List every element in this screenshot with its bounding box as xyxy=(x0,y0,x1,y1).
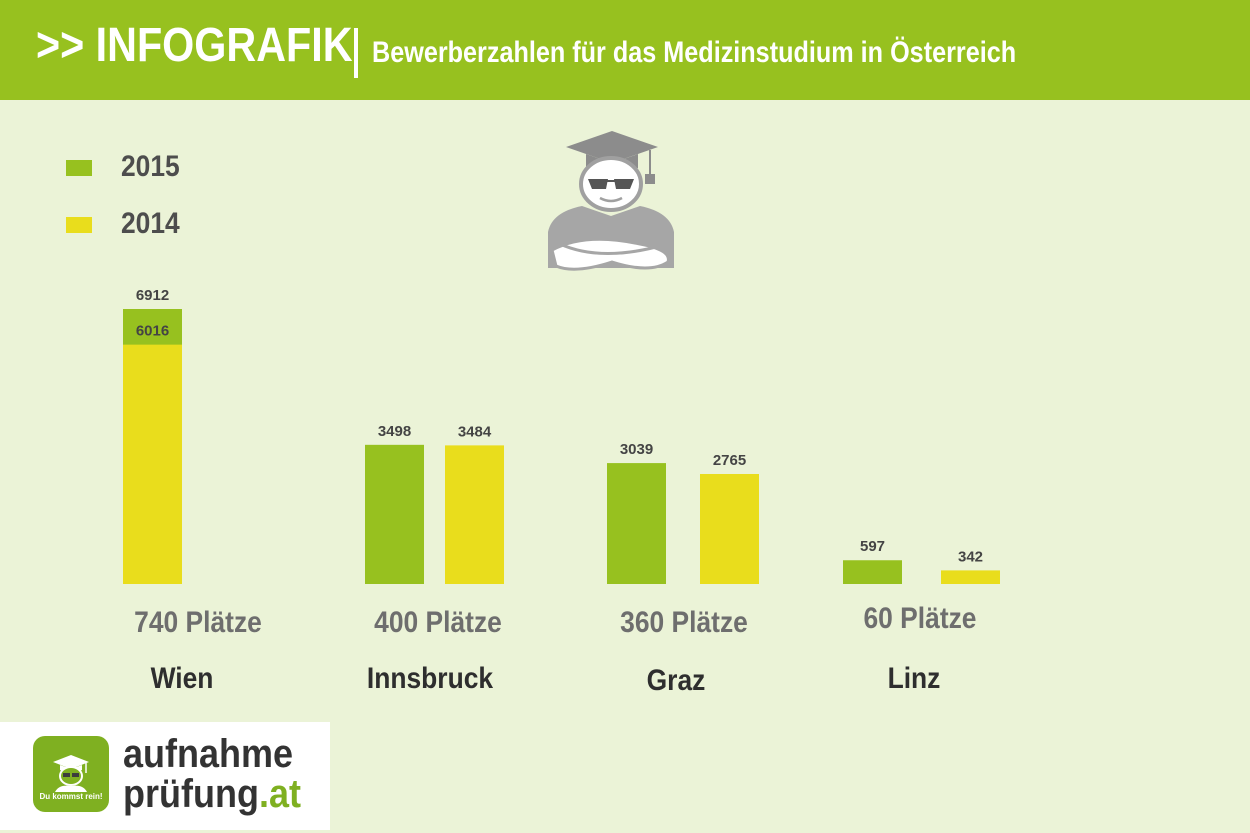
logo-tagline: Du kommst rein! xyxy=(39,792,103,801)
bar-2014-innsbruck xyxy=(445,445,504,584)
graduate-badge-icon: Du kommst rein! xyxy=(33,736,109,812)
city-label-innsbruck: Innsbruck xyxy=(366,662,494,695)
legend-swatch-2015 xyxy=(66,160,92,176)
value-label-2014-innsbruck: 3484 xyxy=(458,423,492,440)
legend-label-2014: 2014 xyxy=(121,207,180,240)
places-label-innsbruck: 400 Plätze xyxy=(374,606,502,639)
value-label-2014-linz: 342 xyxy=(958,548,983,565)
page-title: >> INFOGRAFIK xyxy=(36,19,353,72)
legend-label-2015: 2015 xyxy=(121,150,180,183)
logo-domain-suffix: .at xyxy=(258,772,301,816)
value-label-2014-wien: 6016 xyxy=(136,323,169,340)
value-label-2015-linz: 597 xyxy=(860,538,885,555)
bar-2015-linz xyxy=(843,560,902,584)
logo-wordmark-line1: aufnahme xyxy=(123,732,294,776)
value-label-2015-innsbruck: 3498 xyxy=(378,423,411,440)
places-label-graz: 360 Plätze xyxy=(620,606,748,639)
bars-group xyxy=(123,309,1000,584)
header-bar: >> INFOGRAFIK Bewerberzahlen für das Med… xyxy=(0,0,1250,100)
city-label-linz: Linz xyxy=(887,662,941,695)
logo-wordmark-line2-text: prüfung xyxy=(123,772,259,816)
page-subtitle: Bewerberzahlen für das Medizinstudium in… xyxy=(372,36,1017,69)
bar-2014-graz xyxy=(700,473,759,584)
bar-2014-linz xyxy=(941,570,1000,584)
bar-2015-innsbruck xyxy=(365,444,424,584)
city-label-wien: Wien xyxy=(150,662,214,695)
value-label-2015-graz: 3039 xyxy=(620,441,653,458)
value-label-2014-graz: 2765 xyxy=(713,452,746,469)
title-separator xyxy=(354,28,358,78)
logo-wordmark-line2: prüfung.at xyxy=(123,774,301,814)
bar-2014-wien xyxy=(123,344,182,584)
places-label-wien: 740 Plätze xyxy=(134,606,262,639)
bar-2015-graz xyxy=(607,463,666,584)
value-labels-group: 6912 3498 3039 597 6016 3484 2765 342 xyxy=(136,287,983,565)
city-label-graz: Graz xyxy=(646,664,706,697)
places-label-linz: 60 Plätze xyxy=(863,602,977,635)
value-label-2015-wien: 6912 xyxy=(136,287,169,304)
brand-logo[interactable]: Du kommst rein! aufnahme prüfung.at xyxy=(0,722,330,830)
graduate-with-sunglasses-icon xyxy=(548,131,674,271)
legend-swatch-2014 xyxy=(66,217,92,233)
